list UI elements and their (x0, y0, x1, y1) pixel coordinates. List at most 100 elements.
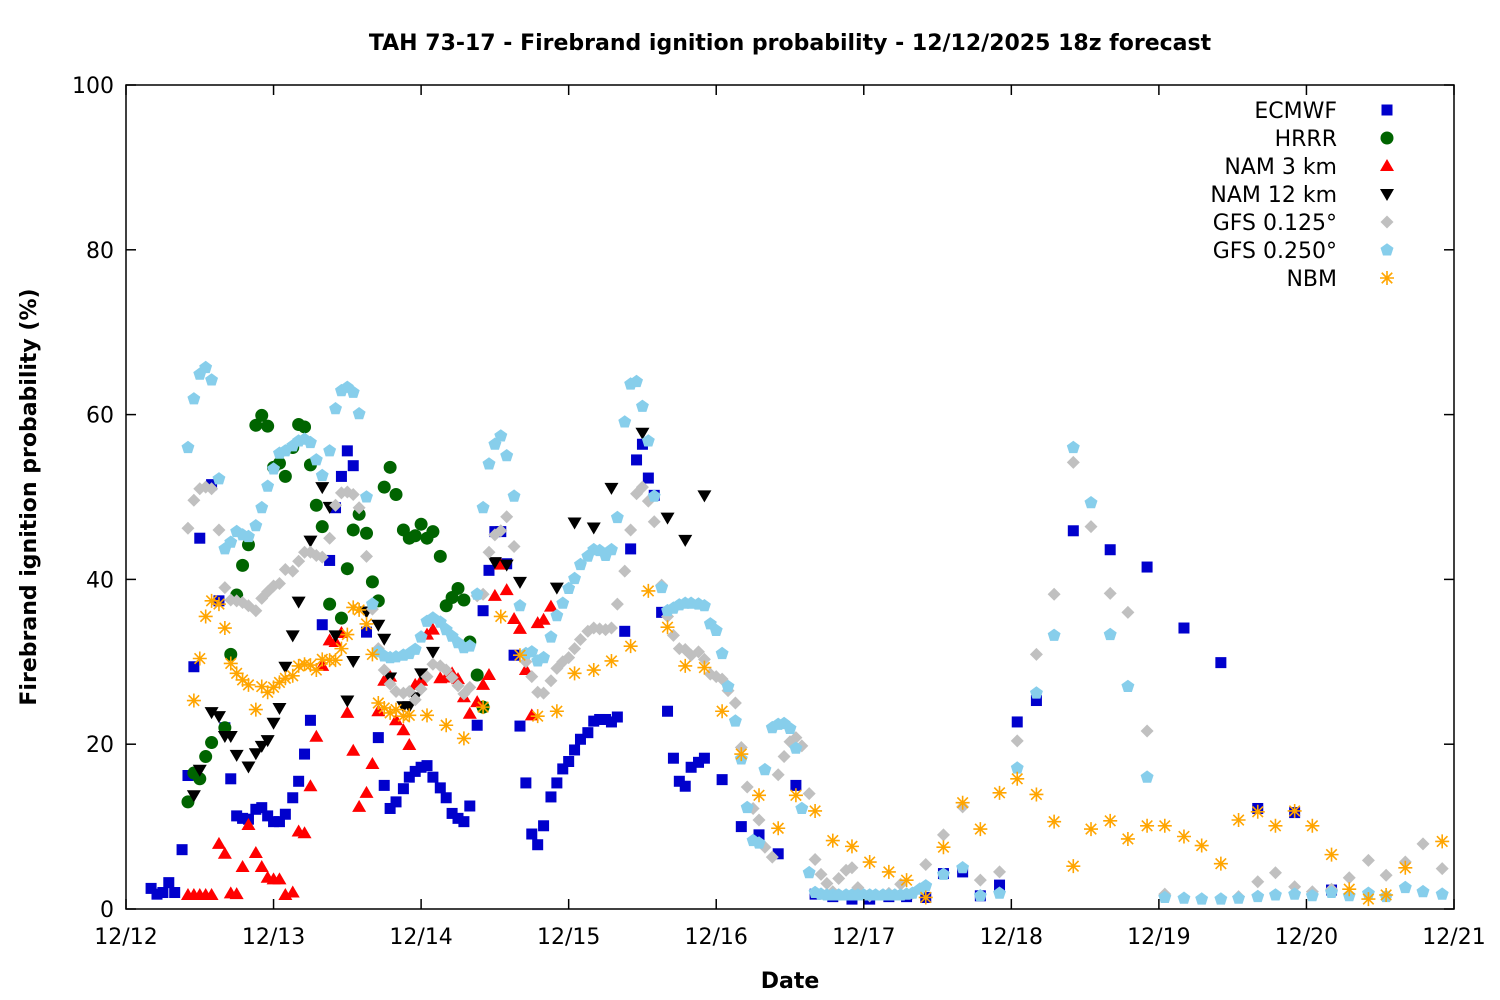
legend-label: ECMWF (1254, 99, 1337, 124)
data-point (249, 604, 263, 618)
data-point (1231, 813, 1246, 828)
data-point (623, 639, 638, 654)
data-point (352, 602, 367, 617)
data-point (507, 489, 521, 502)
data-point (662, 705, 674, 717)
data-point (402, 708, 417, 723)
data-point (303, 779, 318, 792)
data-point (802, 787, 816, 801)
data-point (660, 620, 675, 635)
data-point (285, 885, 300, 898)
data-point (1305, 818, 1320, 833)
data-point (625, 543, 637, 555)
data-point (235, 672, 250, 687)
data-point (272, 675, 287, 690)
data-point (346, 743, 361, 756)
data-point (291, 658, 306, 673)
data-point (433, 615, 447, 628)
data-point (1030, 686, 1043, 699)
data-point (414, 517, 428, 531)
data-point (169, 887, 181, 899)
data-point (1157, 818, 1172, 833)
data-point (254, 679, 269, 694)
data-point (205, 482, 219, 496)
data-point (291, 596, 306, 609)
data-point (254, 859, 269, 872)
data-point (544, 674, 558, 688)
data-point (631, 454, 643, 466)
legend-label: HRRR (1275, 127, 1337, 152)
data-point (315, 520, 329, 534)
data-point (814, 867, 828, 881)
legend-label: NAM 12 km (1210, 183, 1337, 208)
data-point (204, 887, 219, 900)
data-point (752, 836, 766, 849)
data-point (293, 775, 305, 787)
data-point (329, 402, 342, 415)
legend-marker (1380, 215, 1394, 229)
data-point (346, 385, 360, 398)
data-point (557, 763, 569, 775)
data-point (390, 796, 402, 808)
data-point (323, 444, 337, 457)
data-point (734, 747, 749, 762)
data-point (537, 686, 551, 700)
data-point (298, 420, 312, 434)
data-point (636, 438, 648, 450)
data-point (397, 783, 409, 795)
data-point (549, 704, 564, 719)
data-point (1066, 455, 1080, 469)
data-point (315, 468, 329, 482)
data-point (679, 780, 691, 792)
data-point (1084, 520, 1098, 534)
data-point (323, 597, 337, 611)
data-point (157, 887, 169, 899)
data-point (256, 802, 268, 814)
data-point (795, 801, 809, 814)
data-point (414, 668, 429, 681)
x-tick-label: 12/17 (832, 925, 895, 950)
data-point (371, 696, 386, 710)
data-point (697, 652, 711, 666)
y-tick-label: 100 (72, 74, 114, 99)
data-point (371, 619, 386, 632)
data-point (303, 535, 318, 548)
data-point (403, 771, 415, 783)
data-point (402, 684, 416, 698)
data-point (248, 702, 263, 717)
data-point (790, 779, 802, 791)
data-point (610, 597, 624, 611)
data-point (1103, 813, 1118, 828)
data-point (352, 501, 366, 515)
data-point (656, 606, 668, 618)
data-point (229, 749, 244, 762)
data-point (1177, 891, 1191, 904)
data-point (487, 588, 502, 601)
data-point (772, 848, 784, 860)
data-point (268, 816, 280, 828)
data-point (544, 630, 558, 643)
data-point (304, 714, 316, 726)
data-point (199, 360, 213, 374)
data-point (278, 661, 293, 674)
legend-label: GFS 0.125° (1213, 211, 1337, 236)
legend-label: NBM (1286, 267, 1337, 292)
data-point (655, 580, 669, 594)
data-point (678, 658, 693, 673)
data-point (1232, 891, 1245, 904)
data-point (693, 756, 705, 768)
data-point (199, 750, 213, 764)
data-point (476, 700, 491, 715)
data-point (635, 427, 650, 440)
data-point (462, 706, 477, 719)
data-point (389, 702, 404, 717)
data-point (299, 748, 311, 760)
data-point (262, 810, 274, 822)
data-point (605, 542, 618, 556)
data-point (249, 519, 263, 532)
data-point (1379, 887, 1394, 902)
data-point (408, 693, 422, 707)
data-point (1215, 657, 1227, 669)
data-point (1066, 440, 1080, 454)
